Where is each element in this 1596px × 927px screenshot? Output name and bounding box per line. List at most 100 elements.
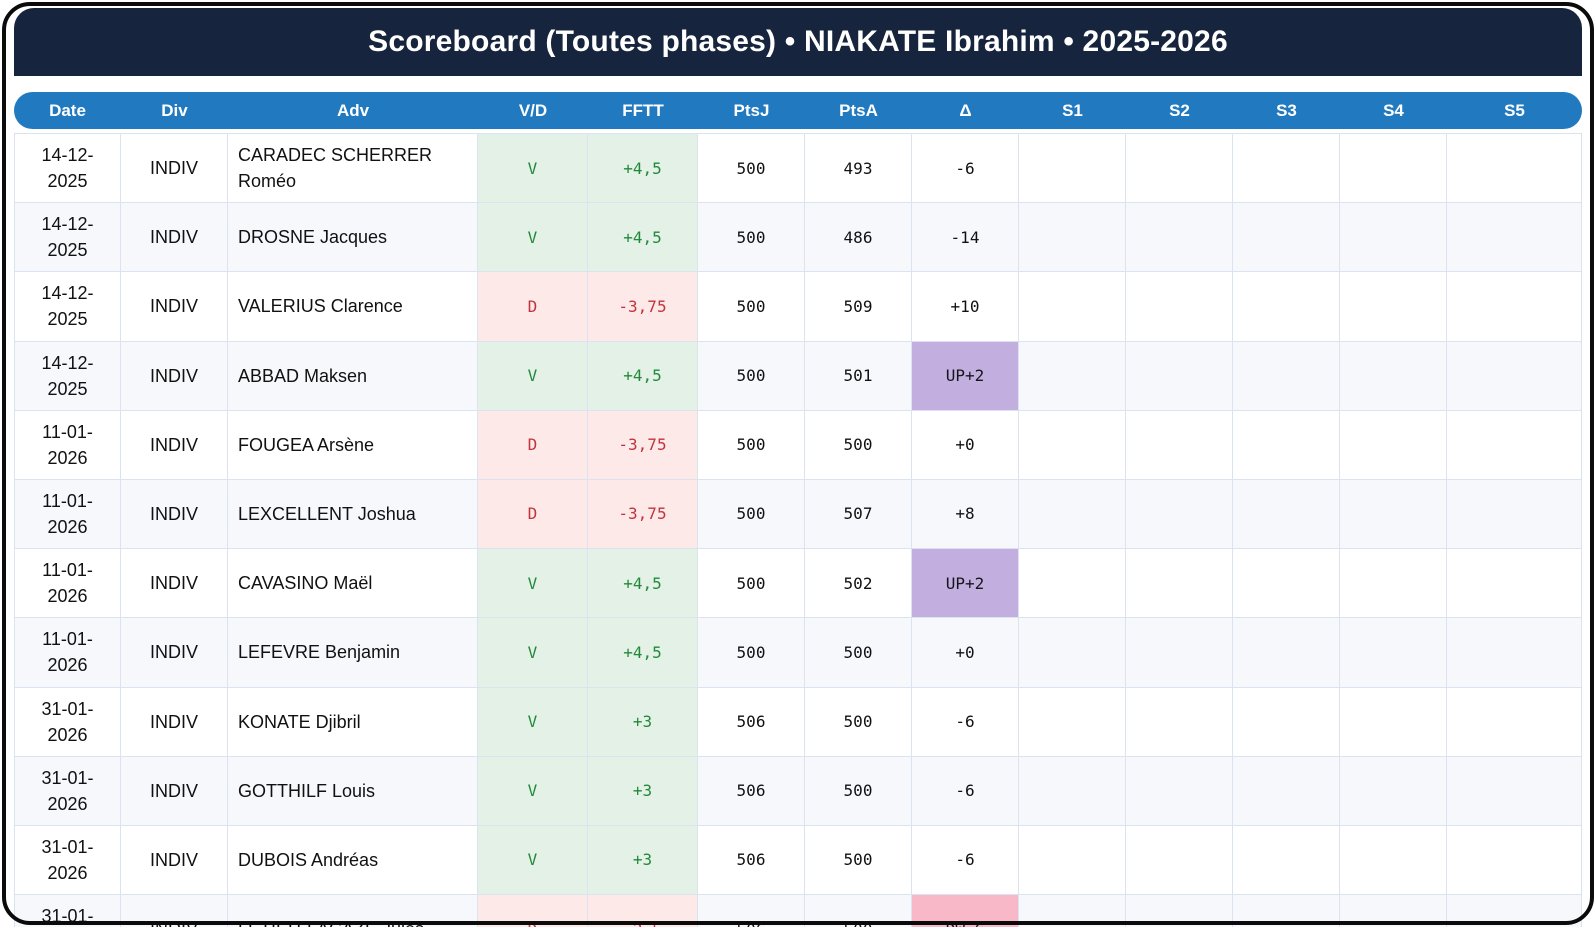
table-row: 14-12-2025 INDIV ABBAD Maksen V +4,5 500 501 UP… (14, 341, 1582, 411)
cell-div: INDIV (121, 895, 228, 927)
cell-ptsj: 500 (698, 479, 805, 550)
cell-fftt: -3,75 (588, 479, 698, 550)
table-row: 11-01-2026 INDIV LEFEVRE Benjamin V +4,5 500 5… (14, 618, 1582, 688)
cell-vd: V (478, 341, 588, 411)
cell-s1 (1019, 825, 1126, 896)
cell-ptsa: 509 (805, 272, 912, 342)
table-row: 31-01-2026 INDIV DUBOIS Andréas V +3 506 500 -6 (14, 825, 1582, 896)
cell-ptsj: 506 (698, 895, 805, 927)
cell-fftt: +4,5 (588, 549, 698, 619)
cell-vd: V (478, 618, 588, 688)
cell-div: INDIV (121, 479, 228, 550)
cell-s1 (1019, 895, 1126, 927)
cell-vd: V (478, 133, 588, 204)
cell-ptsa: 501 (805, 341, 912, 411)
cell-ptsj: 500 (698, 203, 805, 273)
table-row: 31-01-2026 INDIV KONATE Djibril V +3 506 500 -6 (14, 687, 1582, 757)
cell-s3 (1233, 410, 1340, 480)
cell-s5 (1447, 895, 1582, 927)
cell-fftt: -3,75 (588, 272, 698, 342)
cell-s1 (1019, 133, 1126, 204)
column-header-ptsj: PtsJ (698, 92, 805, 129)
cell-date: 14-12-2025 (14, 272, 121, 342)
cell-vd: V (478, 549, 588, 619)
cell-delta: UP+2 (912, 341, 1019, 411)
cell-s3 (1233, 479, 1340, 550)
cell-s2 (1126, 618, 1233, 688)
cell-s1 (1019, 203, 1126, 273)
cell-adv: KONATE Djibril (228, 687, 478, 757)
cell-s5 (1447, 203, 1582, 273)
cell-date: 14-12-2025 (14, 133, 121, 204)
table-row: 14-12-2025 INDIV VALERIUS Clarence D -3,75 50… (14, 272, 1582, 342)
cell-vd: D (478, 479, 588, 550)
cell-s1 (1019, 272, 1126, 342)
cell-div: INDIV (121, 687, 228, 757)
cell-delta: -6 (912, 133, 1019, 204)
cell-s4 (1340, 687, 1447, 757)
cell-vd: V (478, 687, 588, 757)
cell-fftt: +3 (588, 756, 698, 826)
cell-adv: CAVASINO Maël (228, 549, 478, 619)
table-row: 31-01-2026 INDIV GOTTHILF Louis V +3 506 500 -6 (14, 756, 1582, 826)
cell-s2 (1126, 687, 1233, 757)
cell-vd: D (478, 272, 588, 342)
cell-fftt: -2,5 (588, 895, 698, 927)
table-row: 14-12-2025 INDIV CARADEC SCHERRER Roméo V +4… (14, 133, 1582, 204)
cell-s2 (1126, 756, 1233, 826)
cell-adv: CARADEC SCHERRER Roméo (228, 133, 478, 204)
cell-s4 (1340, 618, 1447, 688)
cell-s3 (1233, 618, 1340, 688)
cell-delta: +10 (912, 272, 1019, 342)
cell-s2 (1126, 825, 1233, 896)
cell-date: 14-12-2025 (14, 341, 121, 411)
cell-s3 (1233, 272, 1340, 342)
cell-s5 (1447, 479, 1582, 550)
cell-fftt: +4,5 (588, 618, 698, 688)
cell-date: 11-01-2026 (14, 410, 121, 480)
cell-s1 (1019, 341, 1126, 411)
cell-date: 14-12-2025 (14, 203, 121, 273)
cell-s3 (1233, 133, 1340, 204)
cell-s2 (1126, 203, 1233, 273)
cell-delta: -14 (912, 203, 1019, 273)
titlebar: Scoreboard (Toutes phases) • NIAKATE Ibr… (14, 8, 1582, 76)
cell-s4 (1340, 410, 1447, 480)
cell-s5 (1447, 618, 1582, 688)
cell-delta: +0 (912, 410, 1019, 480)
cell-div: INDIV (121, 549, 228, 619)
column-header-s5: S5 (1447, 92, 1582, 129)
cell-adv: GOTTHILF Louis (228, 756, 478, 826)
column-header-date: Date (14, 92, 121, 129)
table-row: 11-01-2026 INDIV FOUGEA Arsène D -3,75 500 500… (14, 410, 1582, 480)
cell-adv: LEFEVRE Benjamin (228, 618, 478, 688)
cell-s5 (1447, 133, 1582, 204)
cell-delta: -6 (912, 825, 1019, 896)
cell-s1 (1019, 410, 1126, 480)
cell-delta: +0 (912, 618, 1019, 688)
cell-s3 (1233, 549, 1340, 619)
cell-s2 (1126, 549, 1233, 619)
cell-delta: +8 (912, 479, 1019, 550)
cell-s2 (1126, 133, 1233, 204)
cell-ptsj: 500 (698, 618, 805, 688)
cell-delta: UP+2 (912, 549, 1019, 619)
scoreboard-table-zone: Date Div Adv V/D FFTT PtsJ PtsA Δ S1 S2 S3 S4 S5 14-… (12, 92, 1584, 927)
cell-s3 (1233, 687, 1340, 757)
cell-date: 11-01-2026 (14, 618, 121, 688)
cell-s5 (1447, 549, 1582, 619)
column-header-adv: Adv (228, 92, 478, 129)
cell-s1 (1019, 618, 1126, 688)
column-header-div: Div (121, 92, 228, 129)
cell-delta: -6 (912, 687, 1019, 757)
cell-s2 (1126, 410, 1233, 480)
cell-fftt: +4,5 (588, 341, 698, 411)
cell-s1 (1019, 479, 1126, 550)
cell-fftt: +3 (588, 825, 698, 896)
cell-s4 (1340, 341, 1447, 411)
table-header-row: Date Div Adv V/D FFTT PtsJ PtsA Δ S1 S2 S3 S4 S5 (14, 92, 1582, 129)
cell-date: 31-01-2026 (14, 895, 121, 927)
cell-s5 (1447, 341, 1582, 411)
scoreboard-table: Date Div Adv V/D FFTT PtsJ PtsA Δ S1 S2 S3 S4 S5 14-… (14, 92, 1582, 927)
